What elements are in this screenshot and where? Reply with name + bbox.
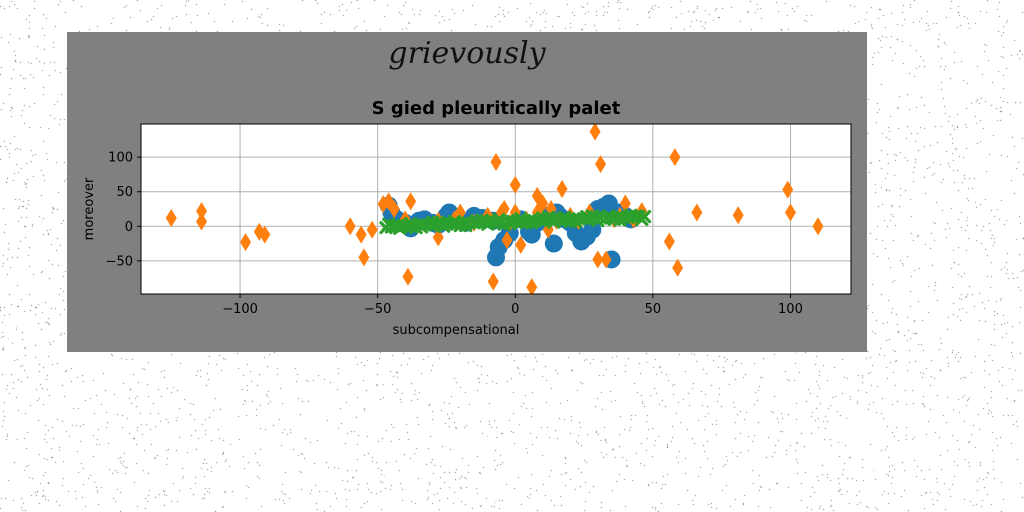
data-point (405, 192, 417, 211)
data-point (196, 202, 208, 221)
data-point (366, 220, 378, 239)
data-point (165, 208, 177, 227)
x-tick-label: −100 (222, 302, 258, 317)
data-point (475, 213, 489, 227)
figure: −100 −50 0 50 100 −50 0 50 100 S gied pleuritica… (67, 32, 867, 352)
plot-area (141, 124, 851, 294)
plot-frame (140, 123, 852, 295)
x-tick-label: 100 (778, 302, 803, 317)
chart-svg: −100 −50 0 50 100 −50 0 50 100 S gied pleuritica… (82, 98, 852, 338)
data-point (782, 180, 794, 199)
data-point (490, 153, 502, 172)
data-point (585, 209, 599, 223)
data-point (409, 221, 423, 235)
data-point (669, 148, 681, 167)
data-point (402, 267, 414, 286)
y-axis-label: moreover (82, 177, 97, 240)
data-point (453, 218, 467, 233)
data-point (387, 218, 401, 233)
data-point (600, 250, 612, 269)
data-point (691, 203, 703, 222)
y-tick-label: −50 (106, 254, 133, 269)
x-tick-label: 0 (511, 302, 519, 317)
data-point (355, 225, 367, 244)
data-point (663, 232, 675, 251)
y-tick-label: 50 (116, 185, 133, 200)
data-point (487, 272, 499, 291)
data-point (501, 231, 513, 250)
data-point (240, 233, 252, 252)
figure-suptitle: grievously (388, 36, 546, 71)
data-point (732, 206, 744, 225)
data-point (344, 217, 356, 236)
data-point (784, 203, 796, 222)
data-point (487, 248, 505, 267)
x-tick-label: 50 (645, 302, 662, 317)
series-layer (165, 122, 824, 297)
data-point (592, 250, 604, 269)
data-point (515, 235, 527, 254)
data-point (541, 210, 555, 224)
data-point (629, 209, 643, 223)
data-point (497, 217, 511, 231)
data-point (595, 155, 607, 174)
data-point (388, 200, 400, 218)
data-point (563, 214, 577, 229)
data-point (537, 194, 549, 213)
y-tick-label: 0 (125, 220, 133, 235)
data-point (589, 122, 601, 141)
tick-layer: −100 −50 0 50 100 −50 0 50 100 (106, 151, 803, 317)
data-point (672, 258, 684, 277)
data-point (196, 212, 208, 231)
x-tick-label: −50 (364, 302, 391, 317)
y-tick-label: 100 (108, 151, 133, 166)
data-point (498, 200, 510, 218)
chart-title: S gied pleuritically palet (372, 98, 621, 119)
data-point (619, 194, 631, 213)
series-3 (379, 208, 652, 235)
data-point (259, 225, 271, 244)
data-point (583, 220, 602, 239)
data-point (431, 215, 445, 229)
data-point (519, 216, 533, 230)
data-point (812, 217, 824, 236)
data-point (358, 248, 370, 267)
data-point (544, 234, 563, 253)
x-axis-label: subcompensational (393, 323, 520, 338)
data-point (607, 212, 621, 226)
data-point (556, 179, 568, 198)
data-point (526, 278, 538, 297)
data-point (432, 228, 444, 247)
